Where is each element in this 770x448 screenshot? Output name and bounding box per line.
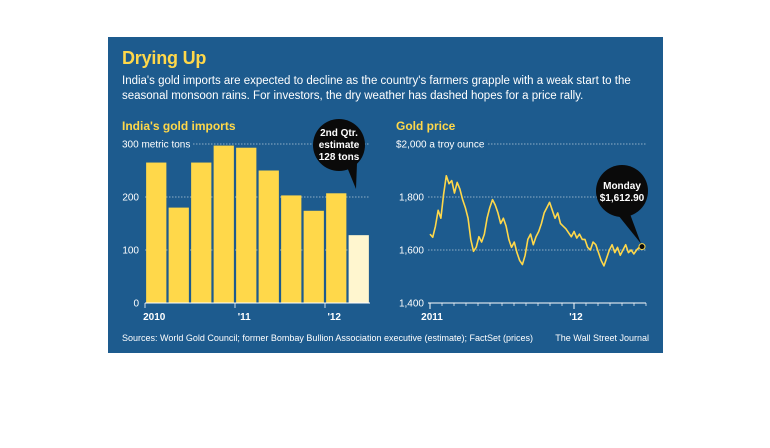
imports-ytick-label: 0: [133, 299, 139, 310]
price-chart-title: Gold price: [396, 119, 456, 133]
imports-bar: [168, 207, 189, 303]
imports-callout-pointer: [347, 163, 357, 189]
price-unit-label-bg: [395, 138, 487, 152]
imports-bar-chart: 300 metric tons 0 100 200 2010 '11 '12 2nd Qtr.…: [121, 119, 370, 323]
price-callout-text: Monday: [603, 181, 641, 192]
graphic-subtitle: India's gold imports are expected to dec…: [122, 75, 631, 102]
imports-callout-text: 2nd Qtr.: [320, 128, 358, 139]
imports-xtick-label: '12: [327, 312, 341, 323]
price-callout-bubble: [596, 165, 648, 217]
gold-price-line-chart: $2,000 a troy ounce 1,400 1,600 1,800 2011 '1…: [395, 138, 648, 323]
imports-bar: [146, 162, 167, 303]
imports-bar: [258, 170, 279, 303]
imports-unit-label-bg: [121, 138, 193, 152]
price-unit-label: $2,000 a troy ounce: [396, 140, 485, 151]
imports-xtick-label: 2010: [143, 312, 166, 323]
price-callout-text: $1,612.90: [600, 193, 645, 204]
graphic-title: Drying Up: [122, 48, 207, 68]
price-xtick-label: '12: [569, 312, 583, 323]
price-ytick-label: 1,800: [399, 193, 424, 204]
imports-callout-text: estimate: [319, 140, 360, 151]
graphic-panel: Drying Up India's gold imports are expec…: [108, 37, 663, 353]
imports-bar: [281, 195, 302, 303]
imports-bar: [326, 193, 347, 303]
imports-unit-label: 300 metric tons: [122, 140, 190, 151]
price-xtick-label: 2011: [421, 312, 443, 323]
imports-bar: [213, 145, 234, 303]
imports-bar: [236, 147, 257, 303]
publisher-credit: The Wall Street Journal: [555, 333, 649, 343]
charts-canvas: 300 metric tons 0 100 200 2010 '11 '12 2nd Qtr.…: [121, 119, 648, 323]
price-callout-pointer: [618, 214, 641, 244]
price-last-point: [638, 243, 646, 251]
imports-bar-estimate: [348, 235, 369, 303]
price-ytick-label: 1,600: [399, 246, 424, 257]
imports-bar: [191, 162, 212, 303]
source-note: Sources: World Gold Council; former Bomb…: [122, 333, 533, 343]
price-ytick-label: 1,400: [399, 299, 424, 310]
imports-ytick-label: 100: [122, 246, 139, 257]
imports-chart-title: India's gold imports: [122, 119, 236, 133]
imports-callout-bubble: [313, 119, 365, 171]
imports-bar: [303, 210, 324, 303]
imports-callout-text: 128 tons: [319, 152, 360, 163]
imports-ytick-label: 200: [122, 193, 139, 204]
imports-xtick-label: '11: [238, 312, 251, 323]
price-series-line: [429, 175, 643, 267]
